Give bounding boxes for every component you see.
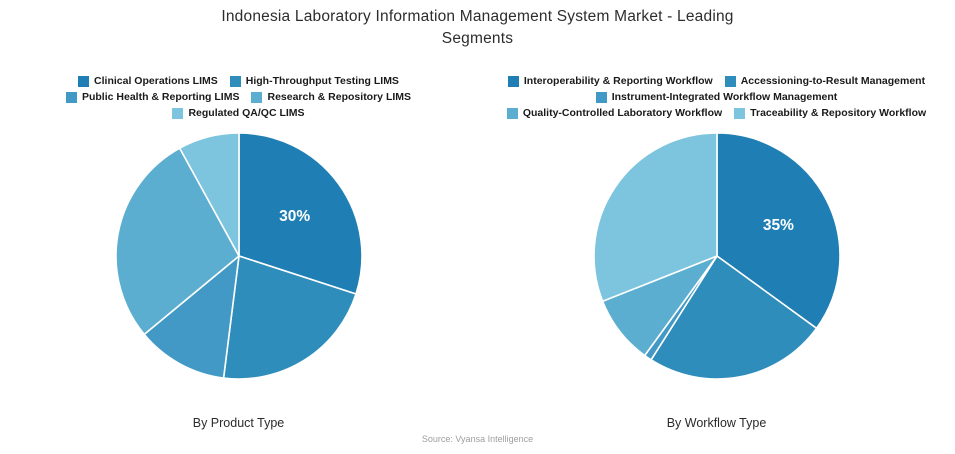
legend-item: High-Throughput Testing LIMS bbox=[229, 75, 399, 87]
legend-label: Interoperability & Reporting Workflow bbox=[523, 75, 713, 87]
legend-swatch bbox=[734, 107, 746, 119]
pie-slice bbox=[178, 132, 240, 257]
pie-slice bbox=[237, 132, 363, 295]
legend-item: Instrument-Integrated Workflow Managemen… bbox=[595, 91, 838, 103]
legend-item: Traceability & Repository Workflow bbox=[734, 107, 926, 119]
pie-caption: By Product Type bbox=[192, 416, 285, 430]
pie-slice bbox=[649, 255, 817, 380]
legend-row: Public Health & Reporting LIMS Research &… bbox=[0, 89, 477, 105]
legend-label: Quality-Controlled Laboratory Workflow bbox=[522, 107, 723, 119]
pie: 30% bbox=[114, 132, 363, 380]
pie-chart-product-type: Clinical Operations LIMS High-Throughput … bbox=[0, 0, 477, 454]
pie-slice bbox=[142, 255, 240, 379]
legend-row: Instrument-Integrated Workflow Managemen… bbox=[478, 89, 955, 105]
legend-row: Quality-Controlled Laboratory Workflow Tr… bbox=[478, 105, 955, 121]
legend-swatch bbox=[229, 75, 241, 87]
pie-slice bbox=[222, 255, 357, 380]
chart-title-line1: Indonesia Laboratory Information Managem… bbox=[221, 8, 734, 25]
pie-slice bbox=[114, 147, 240, 336]
chart-title: Indonesia Laboratory Information Managem… bbox=[0, 6, 955, 51]
legend-item: Research & Repository LIMS bbox=[251, 91, 411, 103]
legend-swatch bbox=[724, 75, 736, 87]
legend-label: High-Throughput Testing LIMS bbox=[245, 75, 399, 87]
legend-label: Clinical Operations LIMS bbox=[94, 75, 218, 87]
legend-row: Clinical Operations LIMS High-Throughput … bbox=[0, 73, 477, 89]
slice-percent-label: 35% bbox=[762, 217, 793, 234]
legend-swatch bbox=[506, 107, 518, 119]
legend-swatch bbox=[507, 75, 519, 87]
legend-item: Interoperability & Reporting Workflow bbox=[507, 75, 713, 87]
legend: Clinical Operations LIMS High-Throughput … bbox=[0, 73, 477, 121]
legend-swatch bbox=[251, 91, 263, 103]
legend-item: Quality-Controlled Laboratory Workflow bbox=[506, 107, 723, 119]
pie-chart-workflow-type: Interoperability & Reporting Workflow Acc… bbox=[478, 0, 955, 454]
pie-caption: By Workflow Type bbox=[666, 416, 767, 430]
legend-item: Regulated QA/QC LIMS bbox=[172, 107, 305, 119]
pie-slice bbox=[715, 132, 841, 330]
legend-item: Clinical Operations LIMS bbox=[78, 75, 218, 87]
legend-label: Public Health & Reporting LIMS bbox=[81, 91, 240, 103]
legend-swatch bbox=[172, 107, 184, 119]
legend-row: Interoperability & Reporting Workflow Acc… bbox=[478, 73, 955, 89]
slice-percent-label: 30% bbox=[279, 208, 310, 225]
legend-swatch bbox=[78, 75, 90, 87]
pie: 35% bbox=[592, 132, 841, 380]
legend-row: Regulated QA/QC LIMS bbox=[0, 105, 477, 121]
legend-label: Research & Repository LIMS bbox=[267, 91, 412, 103]
legend-swatch bbox=[595, 91, 607, 103]
legend-item: Public Health & Reporting LIMS bbox=[65, 91, 240, 103]
pie-slice bbox=[592, 132, 718, 303]
legend-swatch bbox=[65, 91, 77, 103]
legend-label: Traceability & Repository Workflow bbox=[750, 107, 927, 119]
chart-title-line2: Segments bbox=[441, 30, 514, 48]
legend: Interoperability & Reporting Workflow Acc… bbox=[478, 73, 955, 121]
legend-label: Instrument-Integrated Workflow Managemen… bbox=[611, 91, 838, 103]
legend-label: Regulated QA/QC LIMS bbox=[188, 107, 305, 119]
legend-label: Accessioning-to-Result Management bbox=[740, 75, 926, 87]
legend-item: Accessioning-to-Result Management bbox=[724, 75, 926, 87]
source-attribution: Source: Vyansa Intelligence bbox=[421, 434, 534, 444]
